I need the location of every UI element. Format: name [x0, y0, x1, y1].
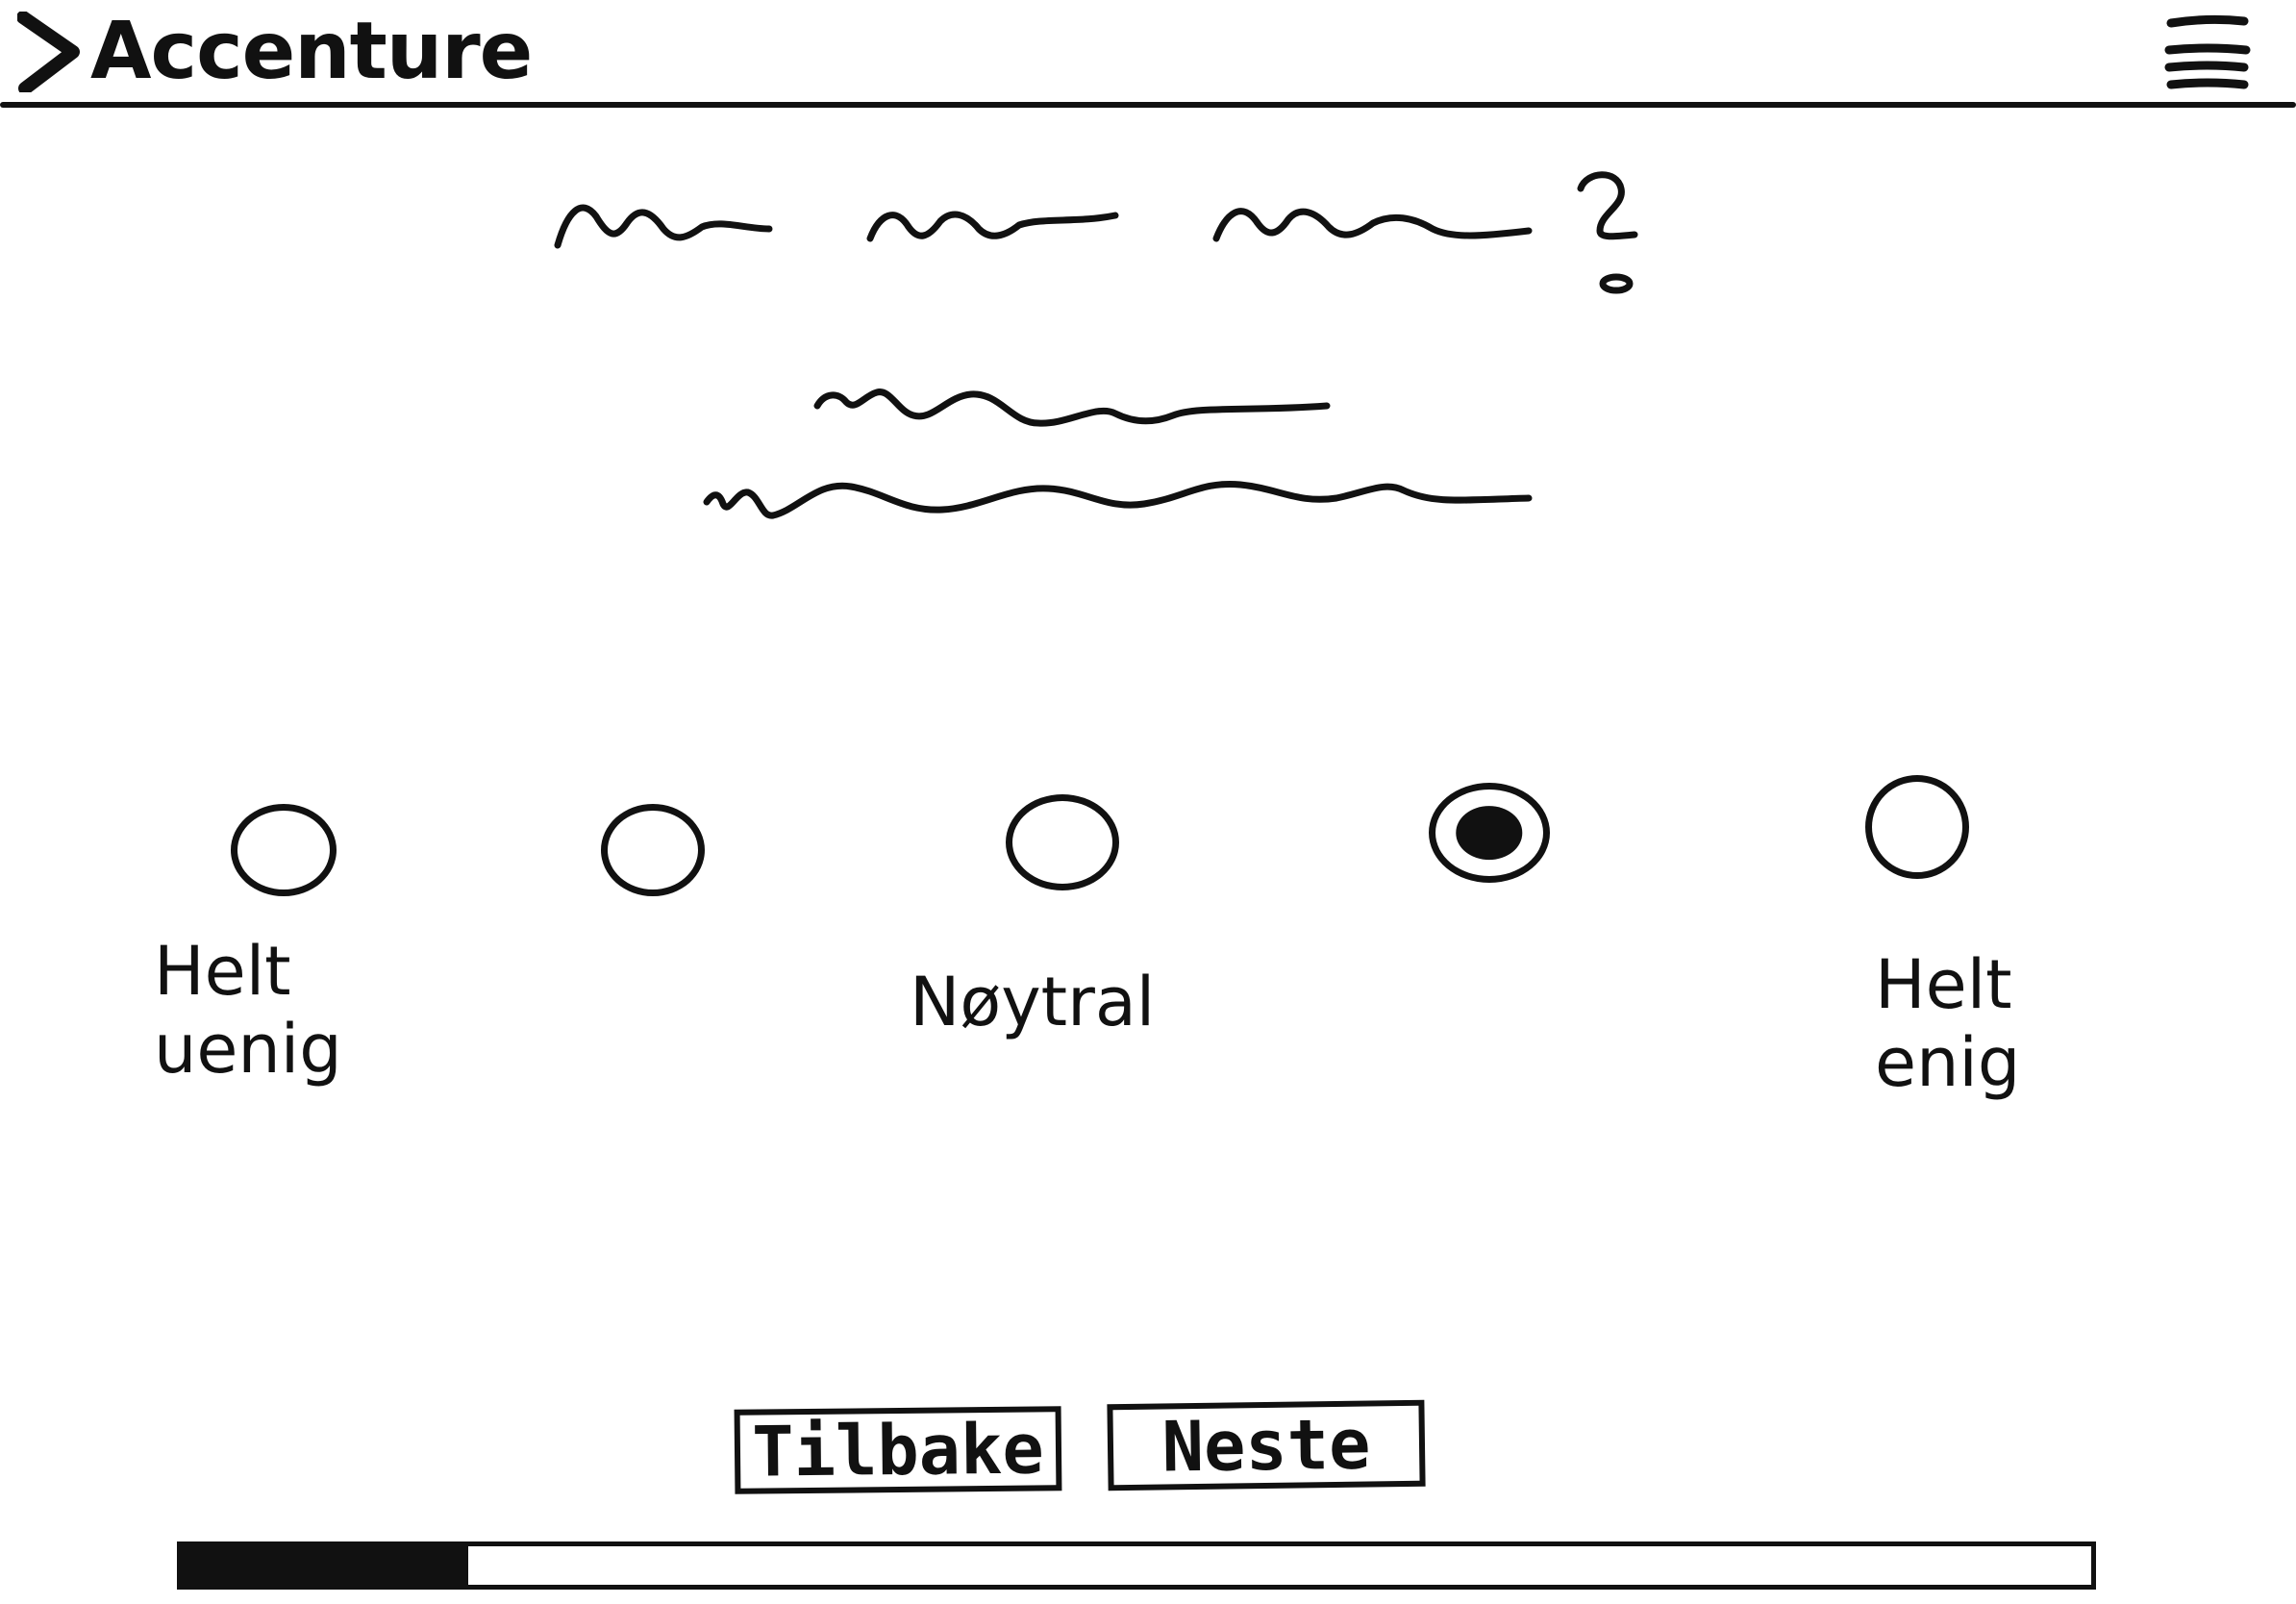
- description-scribble: [703, 480, 1533, 519]
- back-button[interactable]: Tilbake: [734, 1406, 1062, 1494]
- next-button[interactable]: Neste: [1107, 1399, 1426, 1491]
- question-mark-dot: [1599, 273, 1634, 294]
- question-mark: [1577, 171, 1638, 240]
- scale-option-4[interactable]: [1429, 783, 1550, 883]
- brand-name: Accenture: [90, 6, 533, 97]
- scale-option-2[interactable]: [601, 804, 705, 896]
- scale-label-agree: Helt enig: [1875, 945, 2021, 1102]
- scale-option-5[interactable]: [1865, 775, 1969, 879]
- question-word-scribble: [866, 211, 1119, 242]
- progress-bar: [177, 1541, 2096, 1590]
- chevron-right-icon: [17, 12, 80, 92]
- likert-scale: Helt uenig Nøytral Helt enig: [0, 750, 2296, 1154]
- scale-option-3[interactable]: [1006, 794, 1119, 890]
- scale-label-disagree: Helt uenig: [154, 932, 342, 1089]
- question-word-scribble: [554, 204, 773, 249]
- brand-logo[interactable]: Accenture: [17, 4, 533, 100]
- app-header: Accenture: [0, 0, 2296, 108]
- question-word-scribble: [1212, 208, 1533, 242]
- menu-button[interactable]: [2163, 13, 2252, 92]
- progress-fill: [182, 1546, 468, 1585]
- hamburger-menu-icon: [2164, 14, 2251, 89]
- description-scribble: [813, 388, 1331, 427]
- header-divider: [0, 102, 2296, 108]
- scale-label-neutral: Nøytral: [910, 963, 1156, 1041]
- scale-option-1[interactable]: [231, 804, 337, 896]
